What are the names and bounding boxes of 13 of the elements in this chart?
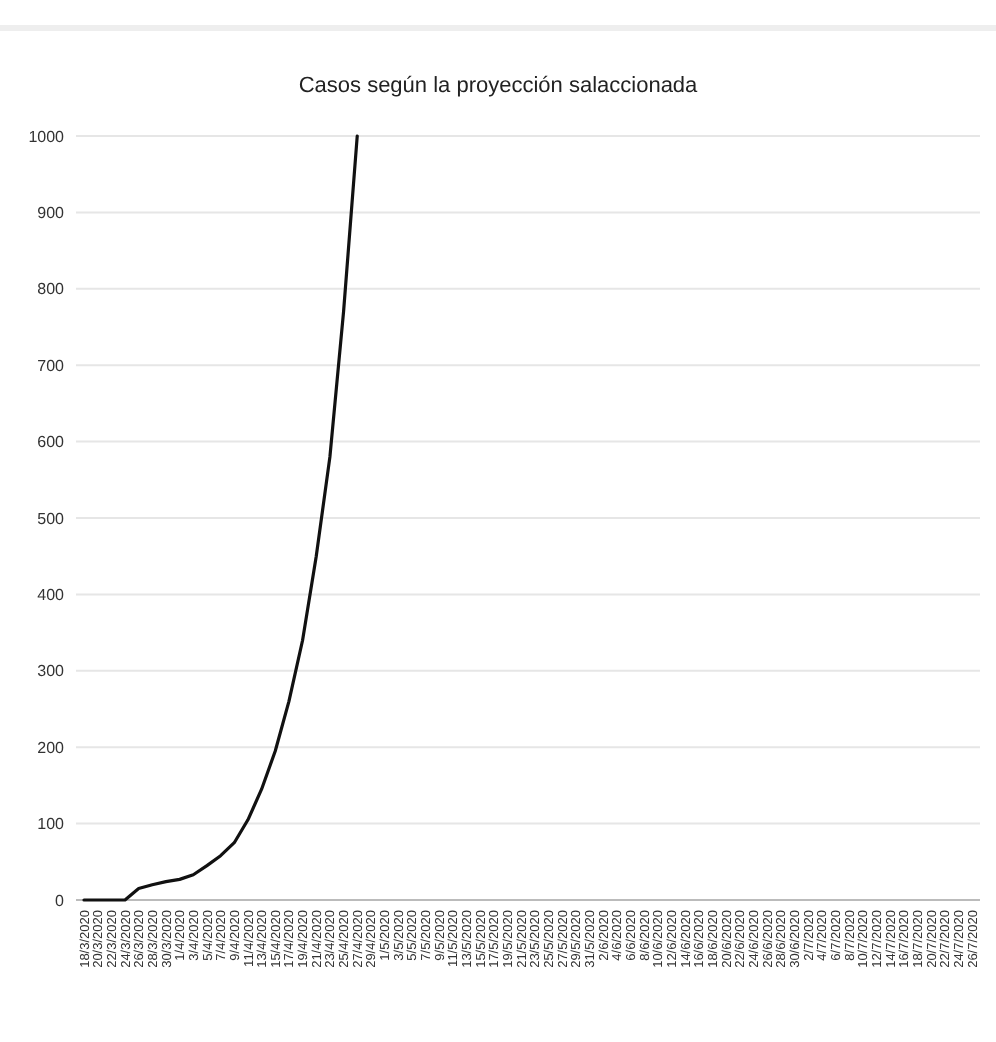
y-tick-label: 300 <box>37 662 66 681</box>
y-tick-label: 700 <box>37 356 66 375</box>
y-tick-label: 0 <box>55 891 66 910</box>
y-tick-label: 100 <box>37 815 66 834</box>
y-tick-label: 600 <box>37 433 66 452</box>
y-tick-label: 900 <box>37 204 66 222</box>
y-tick-label: 500 <box>37 509 66 528</box>
y-tick-label: 800 <box>37 280 66 299</box>
line-series <box>82 134 359 902</box>
y-tick-label: 200 <box>37 738 66 757</box>
chart-title: Casos según la proyección salaccionada <box>298 74 700 98</box>
y-tick-label: 400 <box>37 586 66 604</box>
y-tick-label: 1000 <box>28 127 66 146</box>
